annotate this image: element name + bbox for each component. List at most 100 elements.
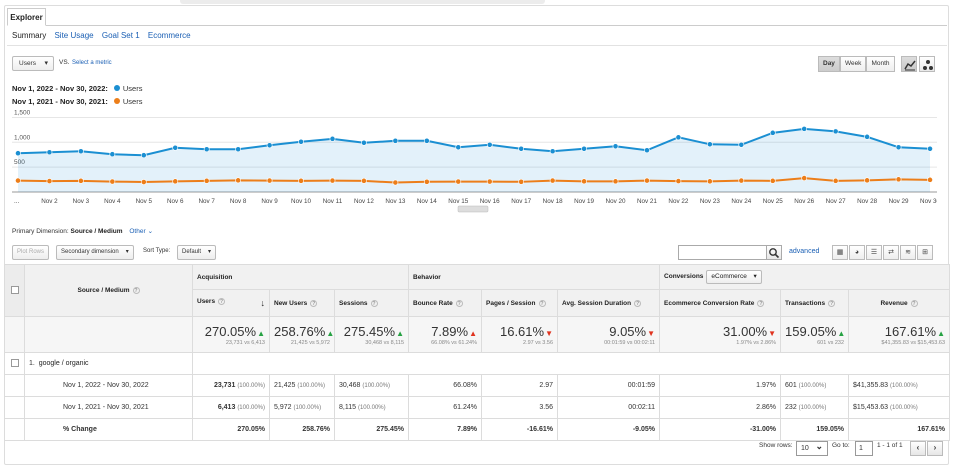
subtab-ecommerce[interactable]: Ecommerce bbox=[147, 31, 191, 40]
plot-rows-button[interactable]: Plot Rows bbox=[12, 245, 50, 260]
cell-value: $15,453.63 bbox=[853, 404, 889, 411]
month-button[interactable]: Month bbox=[866, 56, 895, 72]
secondary-dimension-dropdown[interactable]: Secondary dimension ▾ bbox=[56, 245, 134, 260]
total-sub: 30,468 vs 8,115 bbox=[365, 339, 404, 346]
total-cell: 275.45%▲ 30,468 vs 8,115 bbox=[334, 316, 409, 353]
cell-value: 23,731 bbox=[213, 382, 236, 389]
help-icon[interactable]: ? bbox=[910, 299, 918, 307]
row-dimension: 1. google / organic bbox=[24, 352, 193, 375]
help-icon[interactable]: ? bbox=[370, 299, 378, 307]
chart-point bbox=[769, 129, 776, 136]
other-chevron-icon[interactable]: ⌄ bbox=[147, 228, 154, 235]
chart-x-tick-label: Nov 30 bbox=[920, 198, 937, 205]
performance-icon[interactable]: ☰ bbox=[866, 245, 882, 260]
subtab-summary[interactable]: Summary bbox=[12, 31, 47, 40]
cell: 232 (100.00%) bbox=[780, 396, 850, 419]
cell: 66.08% bbox=[408, 374, 482, 397]
acquisition-group-header: Acquisition bbox=[192, 264, 409, 290]
pivot-icon[interactable]: ⊞ bbox=[917, 245, 933, 260]
prev-page-icon[interactable]: ‹ bbox=[910, 441, 926, 456]
col-transactions[interactable]: Transactions? bbox=[780, 289, 850, 317]
chart-area-current bbox=[18, 128, 930, 192]
row-checkbox[interactable] bbox=[10, 358, 19, 367]
row-range-label: Nov 1, 2022 - Nov 30, 2022 bbox=[24, 374, 193, 397]
chart-x-tick-label: Nov 8 bbox=[230, 198, 247, 205]
day-button[interactable]: Day bbox=[818, 56, 840, 72]
motion-chart-icon[interactable] bbox=[919, 56, 935, 72]
total-sub: 21,425 vs 5,972 bbox=[290, 339, 330, 346]
chart-point bbox=[864, 133, 871, 140]
sort-type-dropdown[interactable]: Default ▾ bbox=[177, 245, 217, 260]
cell: 6,413 (100.00%) bbox=[192, 396, 270, 419]
legend-metric-previous: Users bbox=[122, 97, 143, 106]
show-rows-label: Show rows: bbox=[759, 442, 793, 449]
primary-dimension-value[interactable]: Source / Medium bbox=[70, 228, 123, 235]
col-users[interactable]: Users? ↓ bbox=[192, 289, 270, 317]
chart-series-line bbox=[17, 127, 931, 157]
col-pages-session[interactable]: Pages / Session? bbox=[481, 289, 558, 317]
help-icon[interactable]: ? bbox=[455, 299, 463, 307]
goto-input[interactable]: 1 bbox=[855, 441, 873, 456]
help-icon[interactable]: ? bbox=[757, 299, 765, 307]
help-icon[interactable]: ? bbox=[538, 299, 546, 307]
search-icon[interactable] bbox=[766, 245, 782, 260]
chevron-down-icon: ▾ bbox=[125, 249, 129, 255]
cell: 21,425 (100.00%) bbox=[269, 374, 335, 397]
dimension-header: Source / Medium? bbox=[24, 264, 193, 317]
advanced-filter-link[interactable]: advanced bbox=[789, 248, 820, 255]
cell-pct: (100.00%) bbox=[357, 405, 386, 411]
chart-x-tick-label: ... bbox=[14, 198, 19, 205]
conversions-dropdown[interactable]: eCommerce bbox=[706, 270, 762, 284]
col-bounce-rate[interactable]: Bounce Rate? bbox=[408, 289, 482, 317]
chart-point bbox=[46, 149, 53, 156]
chart-x-tick-label: Nov 9 bbox=[261, 198, 278, 205]
data-table-icon[interactable]: ▦ bbox=[832, 245, 848, 260]
arrow-up-icon: ▲ bbox=[257, 328, 265, 338]
help-icon[interactable]: ? bbox=[310, 299, 318, 307]
chart-point bbox=[612, 178, 619, 185]
col-avg-session-duration[interactable]: Avg. Session Duration? bbox=[556, 289, 661, 317]
select-metric-link[interactable]: Select a metric bbox=[72, 60, 112, 66]
row-dimension-link[interactable]: google / organic bbox=[38, 360, 89, 367]
line-chart-icon[interactable] bbox=[901, 56, 917, 72]
help-icon[interactable]: ? bbox=[218, 298, 226, 305]
chart-resize-handle bbox=[457, 205, 489, 213]
col-sessions[interactable]: Sessions? bbox=[334, 289, 409, 317]
show-rows-select[interactable]: 10 bbox=[796, 440, 828, 456]
legend-row-current: Nov 1, 2022 - Nov 30, 2022: Users bbox=[12, 84, 142, 93]
help-icon[interactable]: ? bbox=[634, 299, 642, 307]
subtab-site-usage[interactable]: Site Usage bbox=[54, 31, 94, 40]
term-cloud-icon[interactable]: ≋ bbox=[900, 245, 916, 260]
vs-label: VS. bbox=[59, 59, 70, 66]
arrow-up-icon: ▲ bbox=[326, 328, 335, 338]
subtab-goal-set-1[interactable]: Goal Set 1 bbox=[101, 31, 140, 40]
col-revenue[interactable]: Revenue? bbox=[848, 289, 951, 317]
chart-x-tick-label: Nov 29 bbox=[889, 198, 909, 205]
cell: 23,731 (100.00%) bbox=[192, 374, 270, 397]
next-page-icon[interactable]: › bbox=[927, 441, 943, 456]
chart-x-tick-label: Nov 4 bbox=[104, 198, 121, 205]
sort-type-label: Sort Type: bbox=[143, 248, 171, 254]
row-checkbox-cell bbox=[4, 352, 25, 375]
chart-point bbox=[235, 146, 242, 153]
change-cell: 275.45% bbox=[334, 418, 409, 441]
row-spacer bbox=[4, 374, 25, 397]
comparison-icon[interactable]: ⇄ bbox=[883, 245, 899, 260]
behavior-group-header: Behavior bbox=[407, 264, 661, 290]
tab-explorer[interactable]: Explorer bbox=[7, 8, 46, 26]
col-new-users[interactable]: New Users? bbox=[269, 289, 335, 317]
cell-value: 6,413 bbox=[217, 404, 236, 411]
cell-pct: (100.00%) bbox=[890, 383, 918, 389]
help-icon[interactable]: ? bbox=[828, 299, 836, 307]
help-icon[interactable]: ? bbox=[132, 287, 140, 294]
chart-x-tick-label: Nov 7 bbox=[198, 198, 215, 205]
chart-x-tick-label: Nov 16 bbox=[480, 198, 500, 205]
select-all-checkbox[interactable] bbox=[10, 285, 19, 294]
table-search-input[interactable] bbox=[678, 245, 767, 260]
col-ecommerce-conversion-rate[interactable]: Ecommerce Conversion Rate? bbox=[659, 289, 782, 317]
chart-point bbox=[644, 147, 650, 154]
other-dimension-link[interactable]: Other bbox=[129, 228, 146, 235]
metric-dropdown[interactable]: Users bbox=[12, 56, 54, 71]
pie-chart-icon[interactable]: ◕ bbox=[849, 245, 865, 260]
week-button[interactable]: Week bbox=[839, 56, 867, 72]
